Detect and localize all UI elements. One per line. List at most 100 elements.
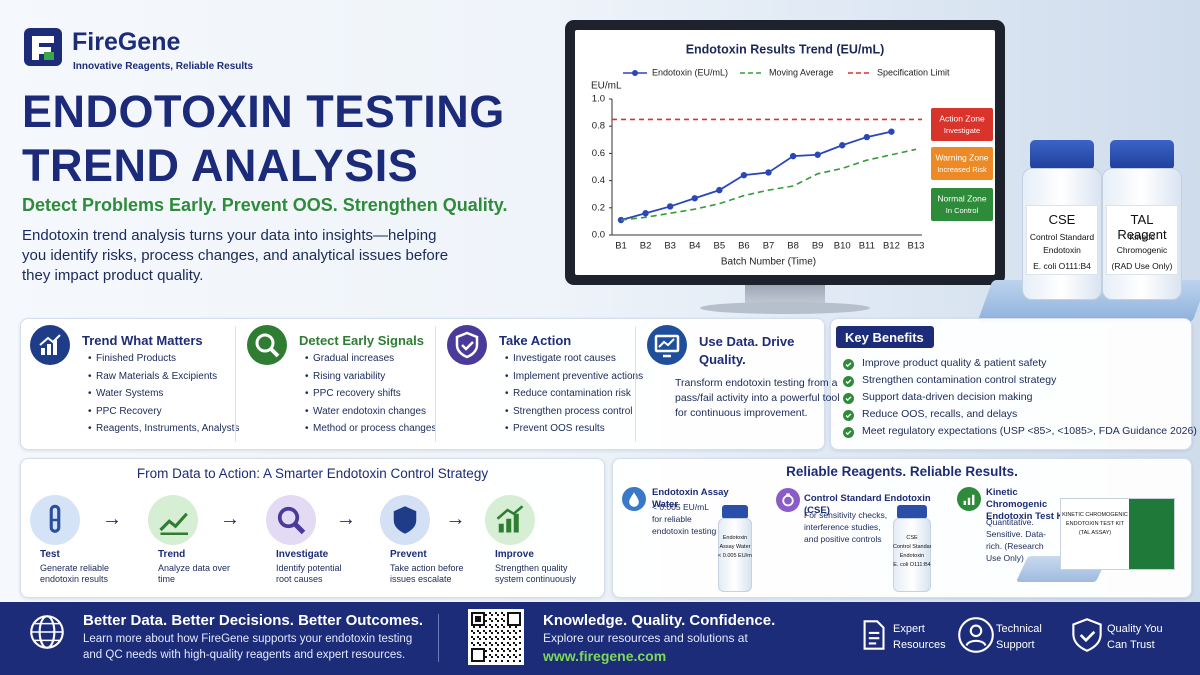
- product-icon: [776, 488, 800, 512]
- icon-shape: [479, 612, 481, 614]
- icon-shape: [483, 616, 485, 618]
- data-point: [839, 142, 846, 149]
- icon-shape: [495, 642, 497, 644]
- data-point: [765, 169, 772, 176]
- x-tick-label: B2: [640, 241, 652, 252]
- zone-label: Normal Zone: [937, 193, 986, 203]
- icon-shape: [503, 638, 505, 640]
- icon-shape: [507, 654, 509, 656]
- icon-shape: [53, 340, 57, 355]
- benefits-title: Key Benefits: [836, 326, 934, 348]
- step-arrow: →: [336, 508, 356, 530]
- screen: [575, 30, 995, 275]
- card-bullet: •: [305, 405, 309, 417]
- x-tick-label: B3: [664, 241, 676, 252]
- step-title: Test: [40, 549, 60, 560]
- icon-shape: [495, 630, 497, 632]
- card-bullet: •: [305, 388, 309, 399]
- icon-shape: [843, 427, 854, 438]
- card-text: Transform endotoxin testing from a pass/…: [675, 377, 840, 419]
- card-title: Use Data. Drive Quality.: [699, 334, 795, 367]
- vial-text: CSE: [1048, 212, 1076, 227]
- icon-shape: [491, 632, 493, 634]
- icon-shape: [958, 617, 994, 653]
- y-tick-label: 0.0: [592, 230, 605, 241]
- icon-shape: [481, 660, 483, 662]
- bottle-label: CSE: [906, 535, 918, 541]
- step-icon: [380, 495, 430, 545]
- check-icon: [843, 391, 854, 404]
- icon-shape: [380, 495, 430, 545]
- icon-shape: [491, 644, 493, 646]
- zone-box: [931, 147, 993, 180]
- bottle-cap: [722, 505, 748, 519]
- icon-shape: [507, 622, 509, 624]
- icon-shape: [483, 630, 485, 632]
- icon-shape: [969, 624, 983, 638]
- icon-shape: [489, 648, 491, 650]
- vial-text: Control Standard: [1029, 232, 1095, 242]
- icon-shape: [501, 618, 503, 620]
- icon-shape: [481, 612, 483, 614]
- tagline: Innovative Reagents, Reliable Results: [73, 61, 254, 72]
- qr-code: [468, 609, 524, 665]
- x-tick-label: B7: [763, 241, 775, 252]
- footer-tagline: Knowledge. Quality. Confidence.: [543, 612, 776, 629]
- icon-shape: [159, 512, 188, 532]
- vial-label: [1106, 205, 1178, 275]
- icon-shape: [483, 660, 485, 662]
- icon-shape: [489, 642, 491, 644]
- icon-shape: [471, 658, 473, 660]
- check-icon: [843, 357, 854, 370]
- icon-shape: [863, 620, 885, 650]
- icon-shape: [483, 614, 485, 616]
- icon-shape: [475, 612, 477, 614]
- product-name: Endotoxin Assay Water: [652, 487, 729, 510]
- icon-shape: [475, 624, 477, 626]
- icon-shape: [843, 359, 854, 370]
- icon-shape: [255, 333, 275, 353]
- icon-shape: [519, 618, 521, 620]
- step-title: Investigate: [276, 549, 329, 560]
- card-bullet: •: [88, 388, 92, 399]
- icon-shape: [495, 624, 497, 626]
- icon-shape: [471, 618, 473, 620]
- bottle-label: (TAL ASSAY): [1078, 530, 1112, 536]
- icon-shape: [845, 379, 852, 385]
- icon-shape: [489, 636, 491, 638]
- card-item: Finished Products: [96, 353, 177, 364]
- icon-shape: [503, 644, 505, 646]
- icon-shape: [477, 636, 479, 638]
- step-text: Strengthen quality system continuously: [495, 563, 577, 584]
- icon-shape: [515, 650, 517, 652]
- icon-shape: [471, 612, 473, 614]
- icon-shape: [503, 632, 505, 634]
- icon-shape: [447, 325, 487, 365]
- icon-shape: [497, 656, 499, 658]
- icon-shape: [479, 626, 481, 628]
- icon-shape: [471, 630, 473, 632]
- card-item: Prevent OOS results: [513, 423, 605, 434]
- icon-shape: [503, 614, 505, 616]
- icon-shape: [843, 393, 854, 404]
- icon-shape: [489, 618, 491, 620]
- step-arrow: →: [220, 508, 240, 530]
- card-icon: [647, 325, 687, 365]
- icon-shape: [501, 660, 503, 662]
- icon-shape: [277, 506, 300, 529]
- icon-shape: [471, 656, 473, 658]
- icon-shape: [515, 626, 517, 628]
- x-tick-label: B8: [787, 241, 799, 252]
- icon-shape: [473, 612, 475, 614]
- card-divider: [635, 326, 636, 442]
- icon-shape: [292, 521, 306, 535]
- x-tick-label: B10: [834, 241, 851, 252]
- card-title: Trend What Matters: [82, 333, 203, 348]
- icon-shape: [479, 624, 481, 626]
- icon-shape: [496, 505, 524, 520]
- icon-shape: [491, 626, 493, 628]
- icon-shape: [497, 632, 499, 634]
- icon-shape: [148, 495, 198, 545]
- icon-shape: [501, 642, 503, 644]
